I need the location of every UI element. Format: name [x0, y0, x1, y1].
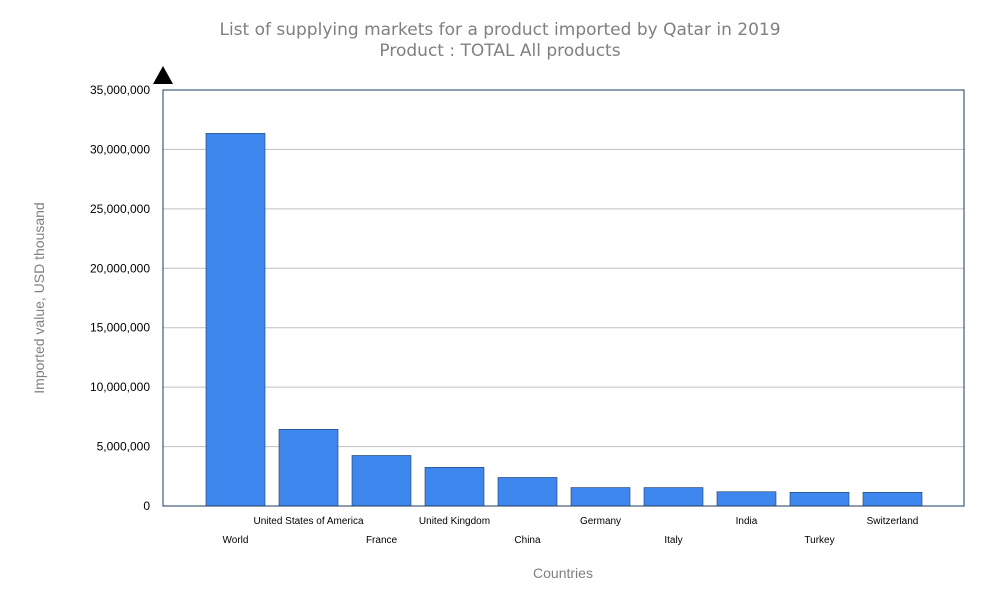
x-tick-label: India — [736, 516, 758, 527]
bars — [205, 133, 923, 507]
bar — [424, 467, 485, 507]
y-tick-label: 10,000,000 — [90, 380, 150, 394]
y-tick-label: 5,000,000 — [97, 440, 151, 454]
x-tick-label: China — [514, 535, 541, 546]
bar — [278, 429, 339, 507]
bar — [205, 133, 266, 507]
x-tick-label: United Kingdom — [419, 516, 490, 527]
chart-subtitle: Product : TOTAL All products — [379, 41, 620, 61]
y-tick-label: 15,000,000 — [90, 321, 150, 335]
bar — [351, 455, 412, 507]
x-axis-title: Countries — [533, 565, 593, 581]
gridlines — [163, 148, 964, 448]
y-tick-labels: 0 5,000,000 10,000,000 15,000,000 20,000,000… — [90, 83, 150, 513]
bar — [643, 487, 704, 507]
x-tick-label: Italy — [664, 535, 682, 546]
chart-title: List of supplying markets for a product … — [219, 20, 780, 40]
y-tick-label: 20,000,000 — [90, 261, 150, 275]
y-tick-label: 25,000,000 — [90, 202, 150, 216]
bar — [570, 487, 631, 507]
x-tick-label: World — [223, 535, 249, 546]
x-tick-label: France — [366, 535, 398, 546]
x-tick-label: Germany — [580, 516, 621, 527]
x-tick-label: Switzerland — [867, 516, 919, 527]
x-tick-label: United States of America — [253, 516, 363, 527]
bar — [789, 492, 850, 507]
y-tick-label: 0 — [143, 499, 150, 513]
bar — [497, 477, 558, 507]
plot-frame — [162, 89, 965, 507]
bar — [862, 492, 923, 507]
bar — [716, 491, 777, 507]
y-axis-arrow-icon — [153, 66, 173, 84]
x-tick-label: Turkey — [804, 535, 834, 546]
y-tick-label: 30,000,000 — [90, 142, 150, 156]
y-axis-title: Imported value, USD thousand — [31, 202, 47, 393]
y-tick-label: 35,000,000 — [90, 83, 150, 97]
